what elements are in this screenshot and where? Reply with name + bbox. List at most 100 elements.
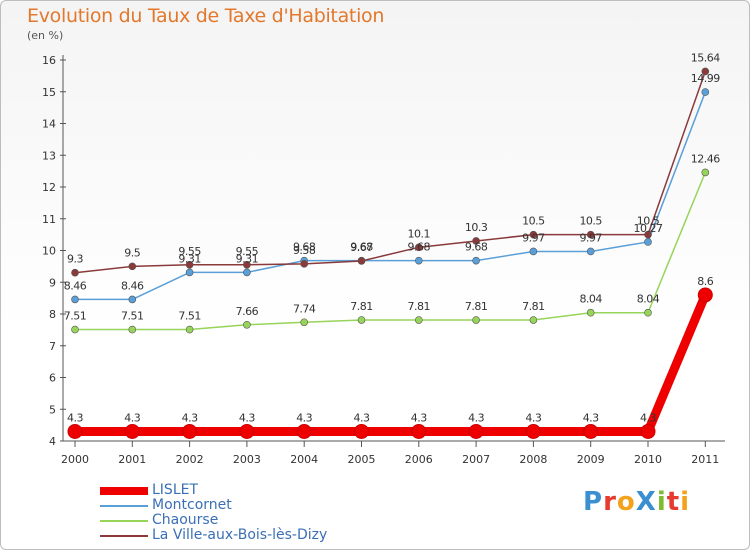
data-label: 7.81: [465, 300, 488, 313]
data-label: 10.3: [465, 221, 488, 234]
data-label: 9.67: [350, 241, 373, 254]
x-tick-label: 2004: [290, 453, 318, 466]
data-point: [243, 320, 251, 329]
data-label: 4.3: [124, 411, 140, 424]
series-line: [74, 71, 707, 274]
x-tick-label: 2003: [233, 453, 261, 466]
data-label: 9.3: [67, 253, 83, 266]
data-point: [414, 256, 423, 265]
data-point: [697, 287, 713, 303]
data-label: 8.04: [637, 293, 660, 306]
data-label: 7.74: [293, 302, 316, 315]
data-label: 9.31: [236, 252, 259, 265]
data-label: 9.97: [579, 231, 602, 244]
data-point: [243, 268, 251, 277]
data-label: 9.55: [178, 245, 201, 258]
data-point: [586, 308, 595, 317]
data-label: 9.68: [350, 241, 373, 254]
data-point: [128, 262, 137, 271]
data-point: [185, 260, 194, 269]
x-tick-label: 2010: [634, 453, 662, 466]
data-point: [357, 257, 366, 265]
data-label: 10.5: [522, 215, 545, 228]
data-point: [414, 316, 423, 324]
data-label: 9.97: [522, 231, 545, 244]
data-point: [644, 238, 652, 246]
x-tick-label: 2002: [176, 453, 204, 466]
data-label: 12.46: [691, 152, 720, 165]
data-point: [300, 260, 309, 268]
y-tick-label: 14: [42, 118, 56, 131]
data-point: [411, 423, 427, 439]
data-point: [701, 168, 710, 177]
data-label: 4.3: [583, 411, 599, 424]
data-point: [583, 423, 599, 439]
data-point: [357, 316, 366, 324]
data-label: 4.3: [354, 411, 370, 424]
data-point: [701, 88, 710, 96]
series-line: [75, 293, 710, 436]
data-label: 10.5: [637, 215, 660, 228]
y-tick-label: 8: [49, 308, 56, 321]
data-point: [354, 423, 369, 439]
data-point: [71, 268, 79, 277]
logo-letter: i: [656, 487, 667, 517]
logo-letter: r: [603, 487, 617, 517]
data-label: 4.3: [67, 411, 83, 424]
data-point: [67, 423, 83, 439]
data-point: [124, 423, 140, 439]
y-tick-label: 13: [42, 149, 56, 162]
data-point: [529, 316, 538, 324]
x-tick-label: 2005: [348, 453, 376, 466]
chart-title: Evolution du Taux de Taxe d'Habitation: [27, 5, 385, 27]
data-point: [701, 67, 710, 76]
data-label: 8.46: [64, 279, 87, 292]
legend-swatch: [100, 519, 148, 522]
data-point: [525, 423, 541, 439]
logo-letter: t: [666, 487, 681, 517]
data-label: 8.46: [121, 279, 144, 292]
y-tick-label: 5: [49, 403, 56, 416]
y-tick-label: 4: [49, 435, 56, 448]
data-point: [586, 247, 595, 256]
legend-item: Chaourse: [100, 513, 460, 528]
y-tick-label: 9: [49, 276, 56, 289]
legend-item: La Ville-aux-Bois-lès-Dizy: [100, 528, 460, 543]
legend-item: Montcornet: [100, 498, 460, 513]
data-label: 10.27: [634, 222, 663, 235]
data-point: [586, 230, 595, 239]
data-label: 9.55: [236, 245, 259, 258]
data-label: 7.51: [64, 310, 87, 323]
data-label: 7.81: [522, 300, 545, 313]
data-point: [472, 316, 480, 324]
data-label: 10.5: [579, 215, 602, 228]
x-tick-label: 2009: [577, 453, 605, 466]
data-point: [239, 423, 255, 439]
data-label: 9.68: [408, 241, 431, 254]
legend-item: LISLET: [100, 483, 460, 498]
data-point: [640, 423, 656, 439]
data-label: 7.81: [408, 300, 431, 313]
data-label: 4.3: [239, 411, 255, 424]
x-tick-label: 2008: [519, 453, 547, 466]
y-tick-label: 11: [42, 213, 56, 226]
data-label: 4.3: [640, 411, 656, 424]
x-tick-label: 2007: [462, 453, 490, 466]
data-label: 4.3: [525, 411, 541, 424]
data-point: [644, 308, 652, 317]
y-tick-label: 7: [49, 340, 56, 353]
data-label: 7.51: [178, 310, 201, 323]
x-tick-label: 2001: [118, 453, 146, 466]
data-point: [644, 230, 652, 239]
data-point: [472, 237, 480, 245]
data-label: 9.5: [124, 246, 140, 259]
data-point: [182, 423, 198, 439]
data-label: 14.99: [691, 72, 720, 85]
data-label: 9.58: [293, 244, 316, 257]
data-point: [128, 325, 137, 334]
series-line: [75, 172, 706, 331]
data-label: 8.04: [579, 293, 602, 306]
x-tick-label: 2006: [405, 453, 433, 466]
data-label: 4.3: [411, 411, 427, 424]
logo-letter: i: [680, 487, 691, 517]
